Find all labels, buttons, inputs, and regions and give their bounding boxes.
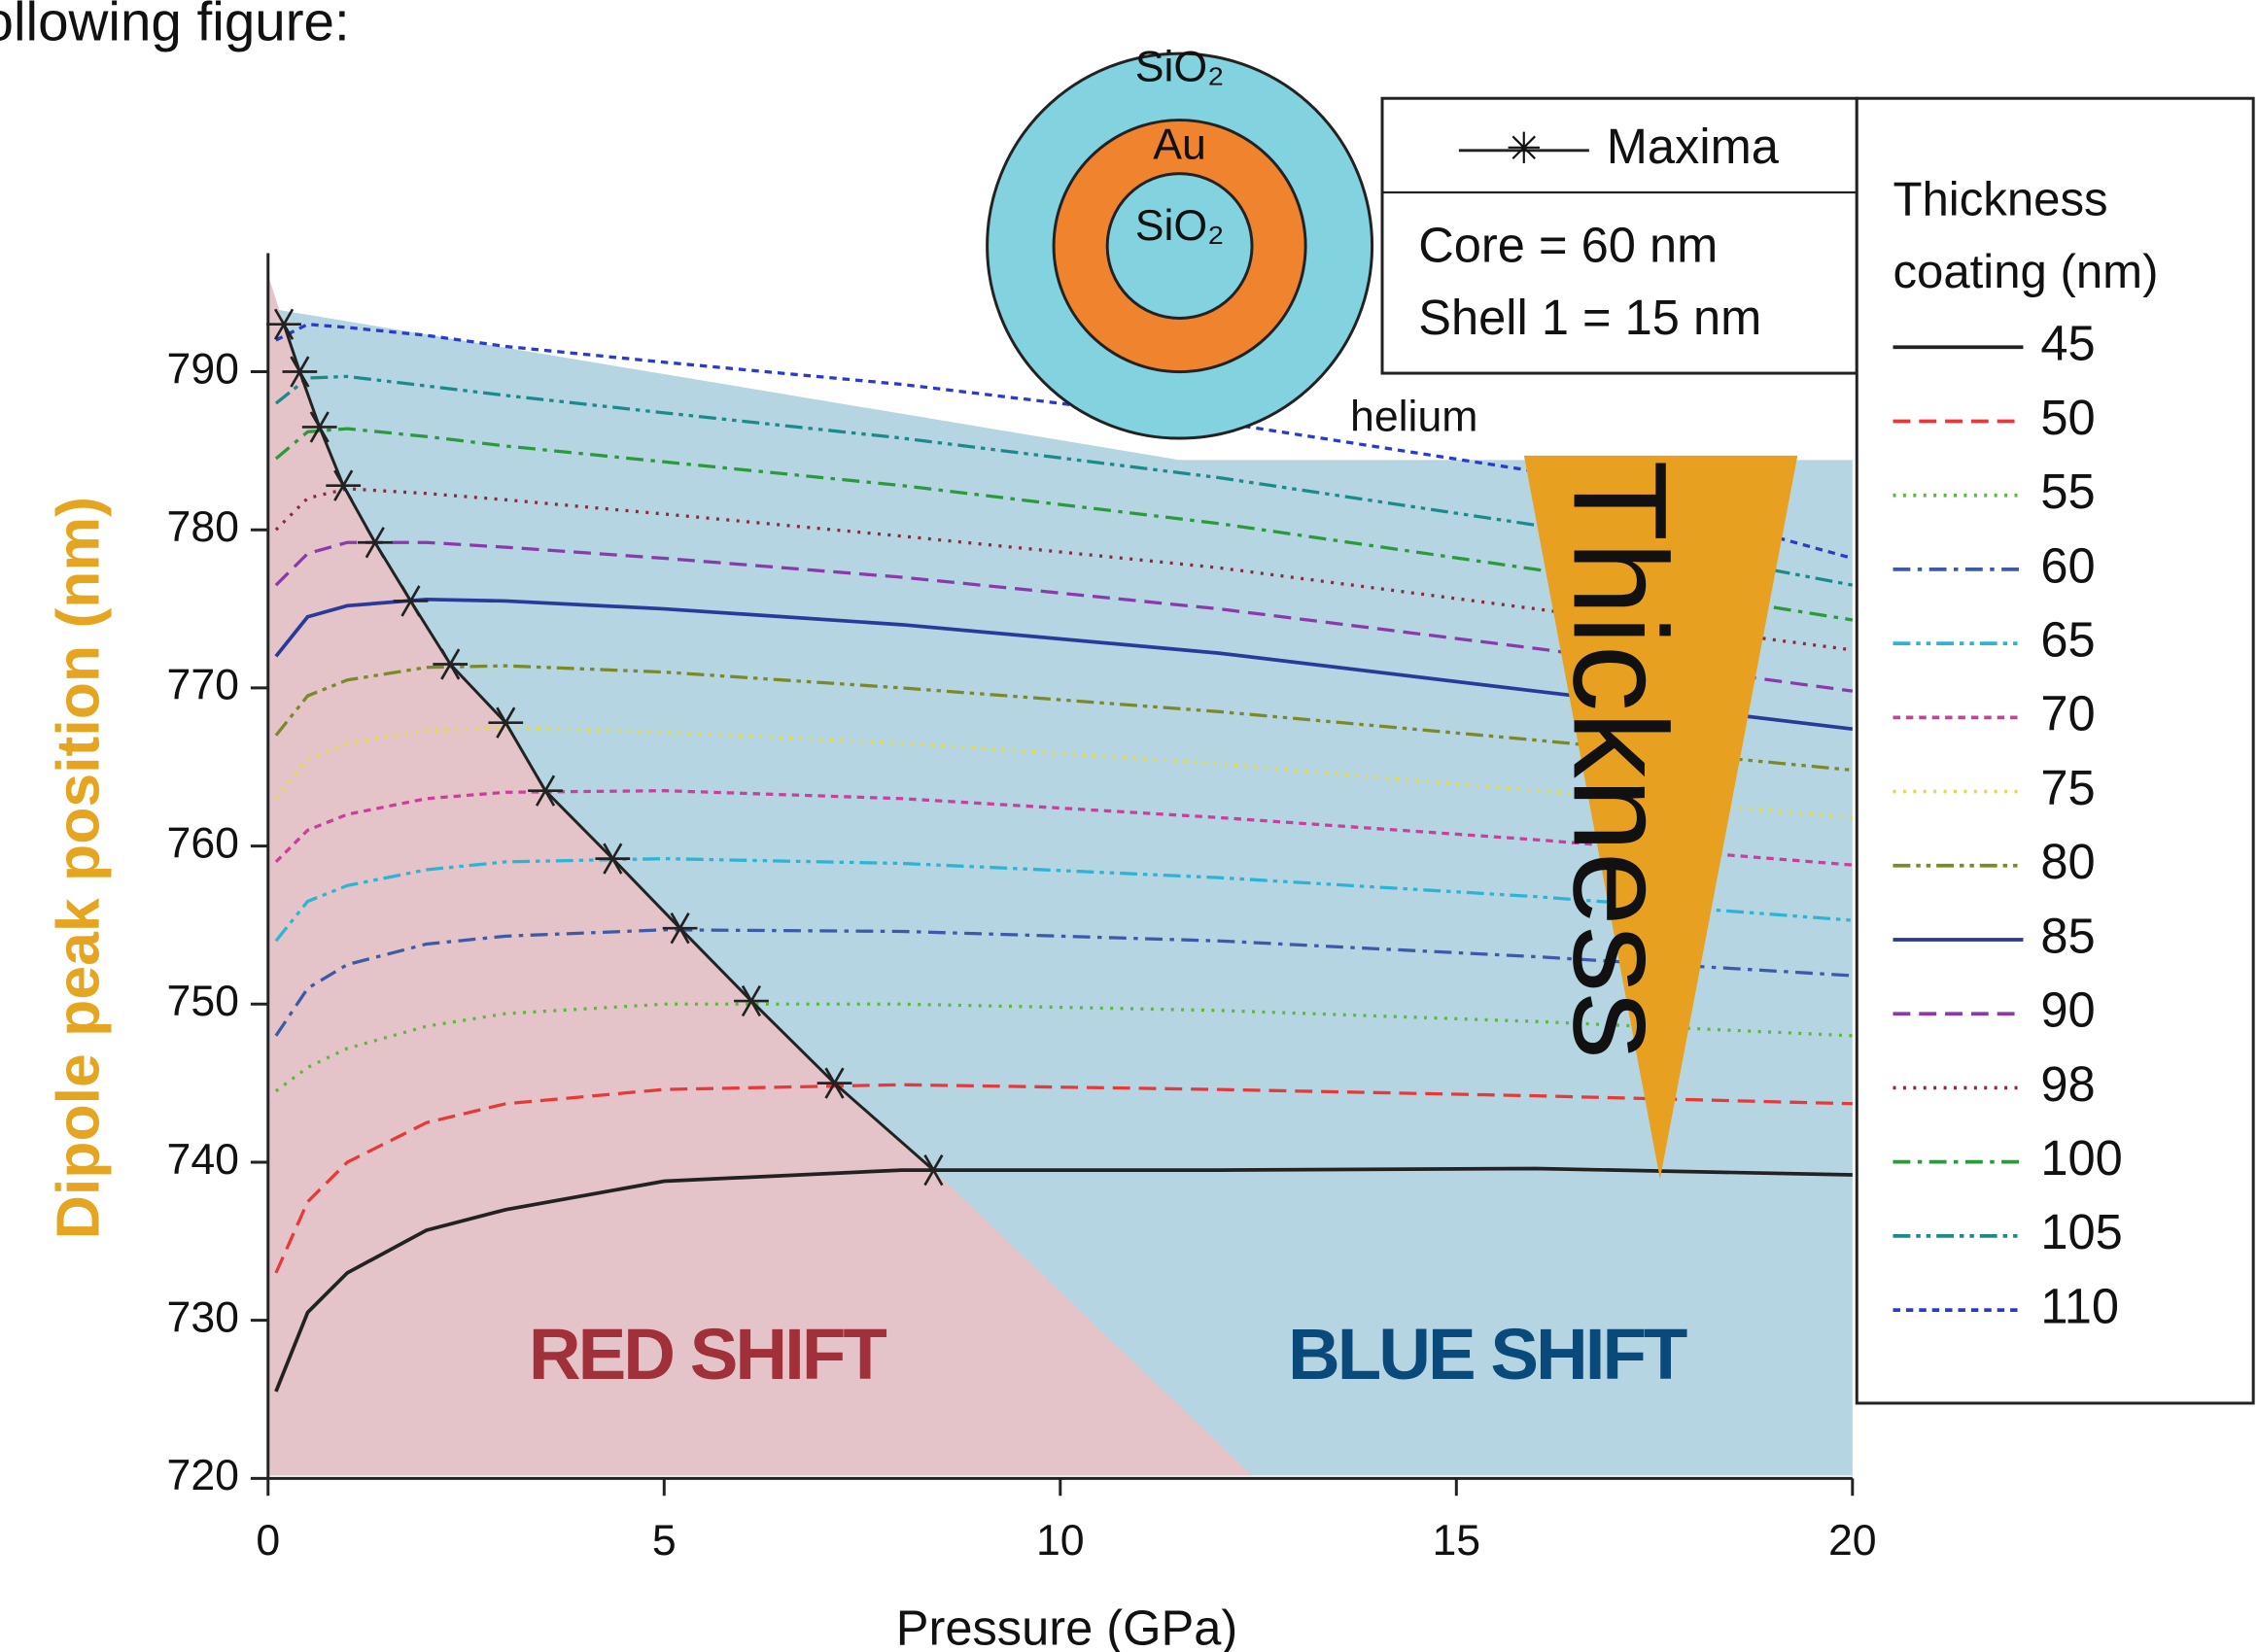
legend-title: Thickness (1893, 173, 2107, 225)
legend-entry: 65 (2040, 612, 2095, 668)
chart: ollowing figure: 0 5 10 15 20 720 730 740 750 760… (0, 0, 2258, 1652)
diagram-label: Au (1153, 121, 1206, 169)
info-text: Shell 1 = 15 nm (1418, 290, 1761, 345)
x-tick-label: 10 (1036, 1517, 1085, 1565)
legend-title: coating (nm) (1893, 246, 2158, 298)
y-tick-label: 740 (167, 1136, 239, 1184)
thickness-arrow-label: Thickness (1546, 460, 1694, 1058)
y-tick-label: 790 (167, 345, 239, 393)
legend-entry: 90 (2040, 982, 2095, 1038)
legend-entry: 50 (2040, 390, 2095, 445)
x-tick-label: 20 (1828, 1517, 1877, 1565)
info-text: Core = 60 nm (1418, 217, 1718, 272)
legend-entry: 85 (2040, 908, 2095, 963)
y-tick-label: 730 (167, 1293, 239, 1341)
legend-entry: 110 (2040, 1278, 2119, 1333)
diagram-label: helium (1350, 393, 1478, 440)
legend-entry: 75 (2040, 760, 2095, 815)
diagram-label: SiO₂ (1135, 43, 1225, 90)
page: {"chart_data": { "type": "line", "captio… (0, 0, 2258, 1652)
region-label: RED SHIFT (529, 1314, 887, 1394)
y-tick-label: 760 (167, 819, 239, 867)
x-axis-label: Pressure (GPa) (896, 1600, 1238, 1652)
diagram-label: SiO₂ (1135, 202, 1225, 250)
legend: Thickness coating (nm) 45 50 55 60 65 70 75 80 8… (1857, 98, 2253, 1403)
info-box: ✳ Maxima Core = 60 nm Shell 1 = 15 nm (1382, 98, 1857, 373)
legend-entry: 45 (2040, 316, 2095, 371)
maxima-legend-marker: ✳ (1506, 125, 1542, 173)
y-tick-label: 720 (167, 1452, 239, 1499)
legend-entry: 98 (2040, 1056, 2095, 1112)
legend-entry: 55 (2040, 464, 2095, 519)
legend-entry: 105 (2040, 1204, 2122, 1259)
legend-entry: 60 (2040, 537, 2095, 593)
x-tick-label: 15 (1432, 1517, 1480, 1565)
legend-entry: 70 (2040, 686, 2095, 741)
y-axis-label: Dipole peak position (nm) (45, 497, 113, 1239)
x-tick-label: 0 (256, 1517, 280, 1565)
y-tick-label: 770 (167, 662, 239, 709)
legend-entry: 80 (2040, 834, 2095, 889)
y-tick-label: 780 (167, 503, 239, 551)
x-tick-label: 5 (652, 1517, 677, 1565)
region-label: BLUE SHIFT (1288, 1314, 1687, 1394)
y-tick-label: 750 (167, 978, 239, 1025)
legend-entry: 100 (2040, 1130, 2122, 1186)
legend-entry: Maxima (1607, 119, 1780, 174)
caption: ollowing figure: (0, 0, 350, 52)
